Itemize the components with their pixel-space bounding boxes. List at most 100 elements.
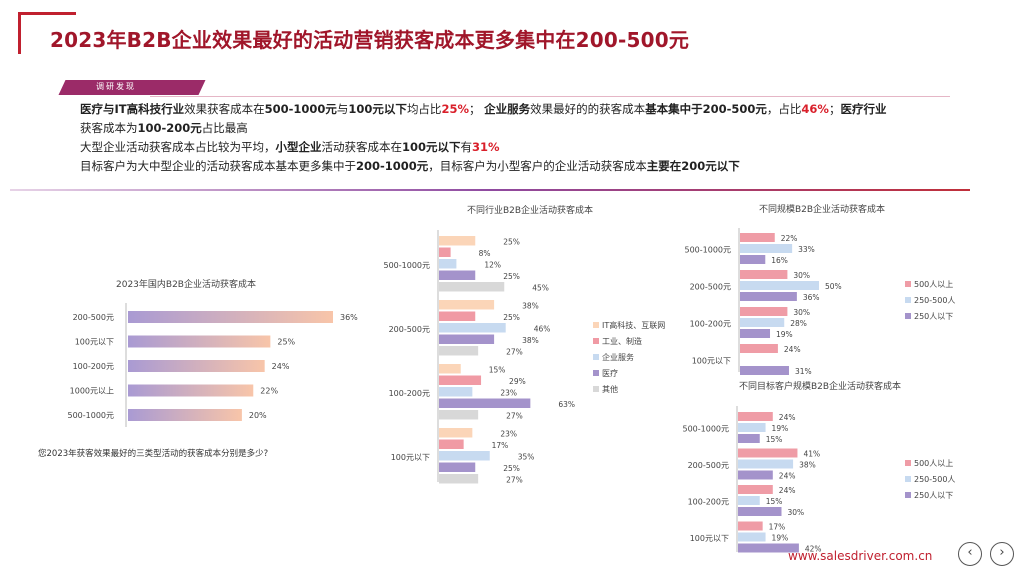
bar xyxy=(738,459,794,469)
category-label: 200-500元 xyxy=(690,283,731,292)
bar xyxy=(439,375,482,385)
data-label: 15% xyxy=(766,435,783,444)
bar xyxy=(439,410,479,420)
bar xyxy=(740,307,788,316)
finding-segment: 主要在200元以下 xyxy=(646,159,740,173)
page-title: 2023年B2B企业效果最好的活动营销获客成本更多集中在200-500元 xyxy=(50,28,690,52)
data-label: 27% xyxy=(506,476,523,485)
data-label: 36% xyxy=(803,293,820,302)
category-label: 500-1000元 xyxy=(684,246,731,255)
legend-swatch xyxy=(905,313,911,319)
bar xyxy=(439,364,461,374)
website-link[interactable]: www.salesdriver.com.cn xyxy=(788,549,933,563)
bar xyxy=(439,474,479,484)
bar xyxy=(439,323,506,333)
bar xyxy=(738,448,798,458)
bar xyxy=(439,428,473,438)
bar xyxy=(439,282,505,292)
bar xyxy=(439,247,451,257)
finding-segment: 100元以下 xyxy=(402,140,461,154)
legend-label: 250人以下 xyxy=(914,491,953,500)
bar xyxy=(128,335,271,348)
title-corner-decoration xyxy=(18,12,76,54)
legend-label: 其他 xyxy=(602,384,618,394)
finding-line: 医疗与IT高科技行业效果获客成本在500-1000元与100元以下均占比25%；… xyxy=(80,100,960,119)
legend-swatch xyxy=(593,322,599,328)
data-label: 23% xyxy=(500,389,517,398)
finding-segment: 500-1000元 xyxy=(264,102,337,116)
next-page-button[interactable]: › xyxy=(990,542,1014,566)
data-label: 19% xyxy=(772,534,789,543)
data-label: 19% xyxy=(772,424,789,433)
bar xyxy=(439,334,495,344)
data-label: 38% xyxy=(799,461,816,470)
chart-title: 不同目标客户规模B2B企业活动获客成本 xyxy=(739,380,901,392)
finding-segment: 医疗与IT高科技行业 xyxy=(80,102,185,116)
bar xyxy=(439,270,476,280)
finding-segment: 占比最高 xyxy=(201,121,248,135)
bar xyxy=(738,543,799,553)
legend-label: 500人以上 xyxy=(914,459,953,468)
data-label: 36% xyxy=(340,313,358,322)
legend-swatch xyxy=(593,354,599,360)
data-label: 25% xyxy=(503,464,520,473)
data-label: 17% xyxy=(769,523,786,532)
data-label: 12% xyxy=(484,261,501,270)
legend-swatch xyxy=(905,476,911,482)
finding-segment: 100元以下 xyxy=(348,102,407,116)
finding-segment: 基本集中于200-500元 xyxy=(645,102,767,116)
category-label: 200-500元 xyxy=(688,461,729,470)
legend-label: 500人以上 xyxy=(914,280,953,289)
section-divider xyxy=(10,189,970,191)
data-label: 31% xyxy=(795,367,812,376)
prev-page-button[interactable]: ‹ xyxy=(958,542,982,566)
survey-question: 您2023年获客效果最好的三类型活动的获客成本分别是多少? xyxy=(38,449,269,459)
bar xyxy=(738,496,760,505)
category-label: 500-1000元 xyxy=(682,425,729,434)
finding-segment: 活动获客成本在 xyxy=(321,140,403,154)
bar xyxy=(439,398,531,408)
bar xyxy=(128,384,254,397)
bar xyxy=(740,318,785,327)
legend-label: 250-500人 xyxy=(914,475,955,484)
bar xyxy=(740,270,788,279)
category-label: 100元以下 xyxy=(690,534,729,543)
data-label: 24% xyxy=(779,472,796,481)
bar xyxy=(439,346,479,356)
data-label: 46% xyxy=(534,325,551,334)
data-label: 15% xyxy=(489,366,506,375)
data-label: 28% xyxy=(790,319,807,328)
bar xyxy=(439,462,476,472)
legend-label: 医疗 xyxy=(602,368,618,378)
tag-label: 调研发现 xyxy=(96,82,136,91)
data-label: 24% xyxy=(779,413,796,422)
finding-segment: 大型企业活动获客成本占比较为平均， xyxy=(80,140,276,154)
data-label: 22% xyxy=(781,234,798,243)
bar xyxy=(740,344,778,353)
legend-swatch xyxy=(593,370,599,376)
bar xyxy=(439,311,476,321)
finding-segment: 31% xyxy=(472,140,500,154)
category-label: 200-500元 xyxy=(73,313,114,322)
tag-underline xyxy=(150,96,950,97)
finding-segment: ，目标客户为小型客户的企业活动获客成本 xyxy=(428,159,647,173)
data-label: 24% xyxy=(272,362,290,371)
bar xyxy=(740,255,766,264)
category-label: 100元以下 xyxy=(391,453,430,462)
bar xyxy=(740,292,797,301)
chart-title: 2023年国内B2B企业活动获客成本 xyxy=(116,278,256,290)
finding-line: 获客成本为100-200元占比最高 xyxy=(80,119,960,138)
data-label: 20% xyxy=(249,411,267,420)
data-label: 33% xyxy=(798,245,815,254)
finding-segment: 目标客户为大中型企业的活动获客成本基本更多集中于 xyxy=(80,159,356,173)
bar xyxy=(128,409,242,421)
legend-label: 250人以下 xyxy=(914,312,953,321)
data-label: 35% xyxy=(518,453,535,462)
data-label: 29% xyxy=(509,377,526,386)
data-label: 27% xyxy=(506,412,523,421)
bar xyxy=(738,521,763,531)
data-label: 23% xyxy=(500,430,517,439)
bar xyxy=(740,281,819,290)
data-label: 25% xyxy=(503,313,520,322)
bar xyxy=(738,507,782,516)
